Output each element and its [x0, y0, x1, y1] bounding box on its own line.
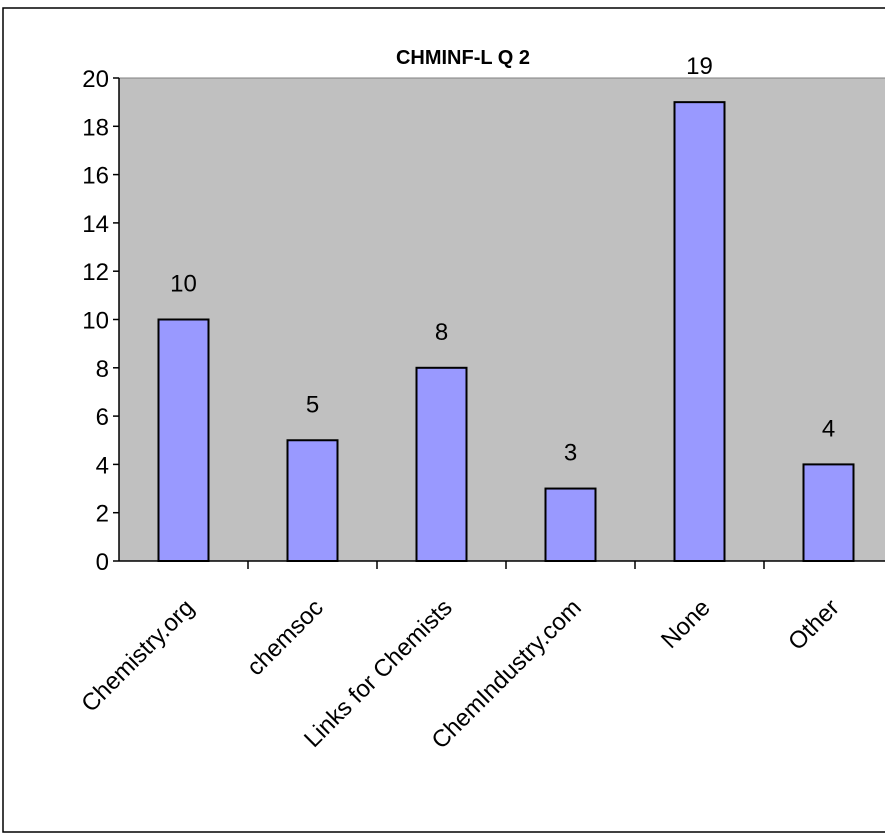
bar-value-label: 5	[306, 391, 319, 418]
bar-value-label: 10	[170, 271, 197, 298]
data-labels: 10 5 8 3 19 4	[170, 53, 835, 466]
y-tick-label: 20	[82, 66, 109, 93]
bar-value-label: 8	[435, 319, 448, 346]
y-tick-label: 14	[82, 211, 109, 238]
y-tick-label: 2	[96, 501, 109, 528]
y-tick-label: 4	[96, 452, 109, 479]
bar-value-label: 4	[822, 415, 835, 442]
y-tick-label: 10	[82, 308, 109, 335]
y-tick-label: 0	[96, 549, 109, 576]
bar	[286, 439, 339, 562]
y-tick-label: 12	[82, 259, 109, 286]
chart-title: CHMINF-L Q 2	[396, 47, 530, 69]
bar	[802, 463, 855, 562]
y-tick-label: 6	[96, 404, 109, 431]
plot-area	[118, 77, 885, 562]
bar	[673, 101, 726, 563]
bar-value-label: 19	[686, 53, 713, 80]
bar-value-label: 3	[564, 440, 577, 467]
bar	[544, 487, 597, 562]
y-tick-label: 18	[82, 114, 109, 141]
bars	[157, 101, 855, 563]
y-tick-label: 16	[82, 163, 109, 190]
bar	[415, 366, 468, 562]
y-axis: 0 2 4 6 8 10 12 14 16 18 20	[82, 66, 120, 576]
y-tick-label: 8	[96, 356, 109, 383]
bar	[157, 318, 210, 562]
